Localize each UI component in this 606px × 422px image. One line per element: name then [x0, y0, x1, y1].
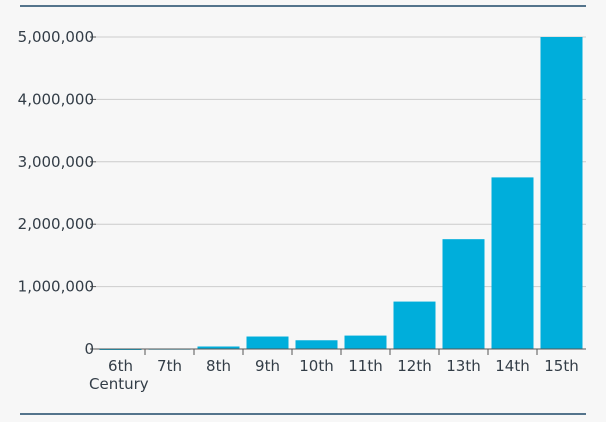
bar-14th — [491, 177, 534, 349]
x-tick-label: 7th — [157, 357, 182, 375]
x-tick-label: 11th — [348, 357, 382, 375]
y-tick-label: 0 — [84, 340, 94, 358]
bar-11th — [344, 335, 387, 349]
x-tick-label: 8th — [206, 357, 231, 375]
gridlines — [96, 36, 586, 288]
y-tick-label: 2,000,000 — [18, 215, 94, 233]
x-axis-ticks: 6th 7th 8th 9th 10th 11th 12th 13th 14th 15th — [108, 349, 579, 375]
bars — [99, 37, 583, 350]
x-tick-label: 14th — [495, 357, 529, 375]
x-tick-label: 6th — [108, 357, 133, 375]
y-tick-label: 5,000,000 — [18, 28, 94, 46]
x-tick-label: 9th — [255, 357, 280, 375]
x-tick-label: 13th — [446, 357, 480, 375]
x-tick-label: 15th — [544, 357, 578, 375]
bar-10th — [295, 340, 338, 349]
x-tick-label: 10th — [299, 357, 333, 375]
x-axis-title: Century — [89, 375, 149, 393]
y-axis-ticks: 0 1,000,000 2,000,000 3,000,000 4,000,000 5,0… — [18, 28, 96, 358]
bar-13th — [442, 239, 485, 349]
y-tick-label: 3,000,000 — [18, 153, 94, 171]
bar-15th — [540, 37, 583, 349]
y-tick-label: 1,000,000 — [18, 278, 94, 296]
y-tick-label: 4,000,000 — [18, 90, 94, 108]
x-tick-label: 12th — [397, 357, 431, 375]
bar-9th — [246, 336, 289, 349]
bar-8th — [197, 346, 240, 349]
bar-12th — [393, 301, 436, 349]
